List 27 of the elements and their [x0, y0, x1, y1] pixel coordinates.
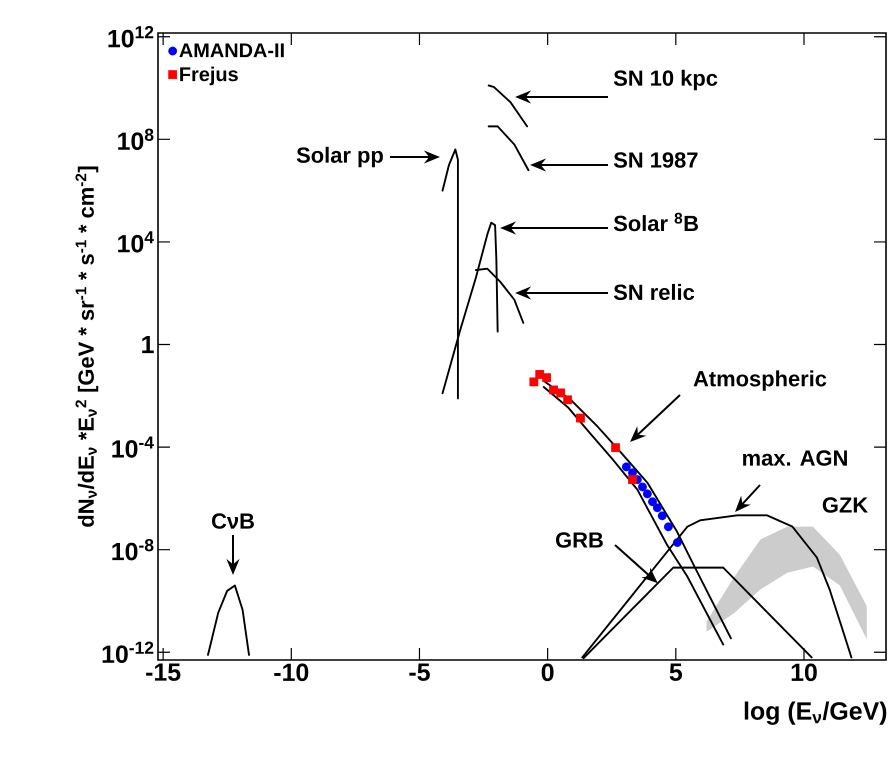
x-tick-label: 5	[670, 664, 682, 681]
annotation: SN 10 kpc	[614, 70, 718, 90]
annotation: GRB	[556, 532, 603, 548]
x-tick-label: -5	[409, 664, 430, 681]
legend-label: Frejus	[180, 66, 238, 86]
y-tick-label: 10$^{-12}$	[102, 642, 154, 663]
y-tick-label: 10$^{8}$	[118, 128, 154, 150]
y-tick-label: 10$^{4}$	[118, 231, 154, 253]
text: dN$_{ν}$/dE$_{ν}$ *E$_{ν}$$^{2}$ [GeV * sr$^{-1}$ * s$^{-1}$ * cm$^{-2}$]	[75, 166, 98, 527]
y-tick-label: 10$^{-4}$	[112, 436, 154, 458]
annotation: CνB	[212, 513, 254, 529]
annotation: SN 1987	[614, 152, 698, 168]
x-tick-label: 10	[792, 664, 817, 682]
x-tick-label: -10	[274, 664, 308, 682]
annotation: Atmospheric	[694, 370, 826, 391]
y-tick-label: 10$^{12}$	[108, 26, 154, 48]
x-tick-label: 0	[542, 664, 554, 682]
y-tick-label: 10$^{-8}$	[112, 538, 154, 560]
annotation: GZK	[822, 497, 868, 513]
annotation: max. AGN	[743, 450, 847, 466]
legend-label: AMANDA-II	[179, 43, 284, 58]
x-tick-label: -15	[146, 664, 180, 681]
annotation: Solar pp	[296, 146, 383, 168]
y-tick-label: 1	[142, 336, 154, 354]
x-axis-title: log (E$_{ν}$/GeV)	[744, 702, 886, 725]
annotation: Solar $^{8}$B	[614, 212, 698, 232]
annotation: SN relic	[614, 284, 694, 300]
